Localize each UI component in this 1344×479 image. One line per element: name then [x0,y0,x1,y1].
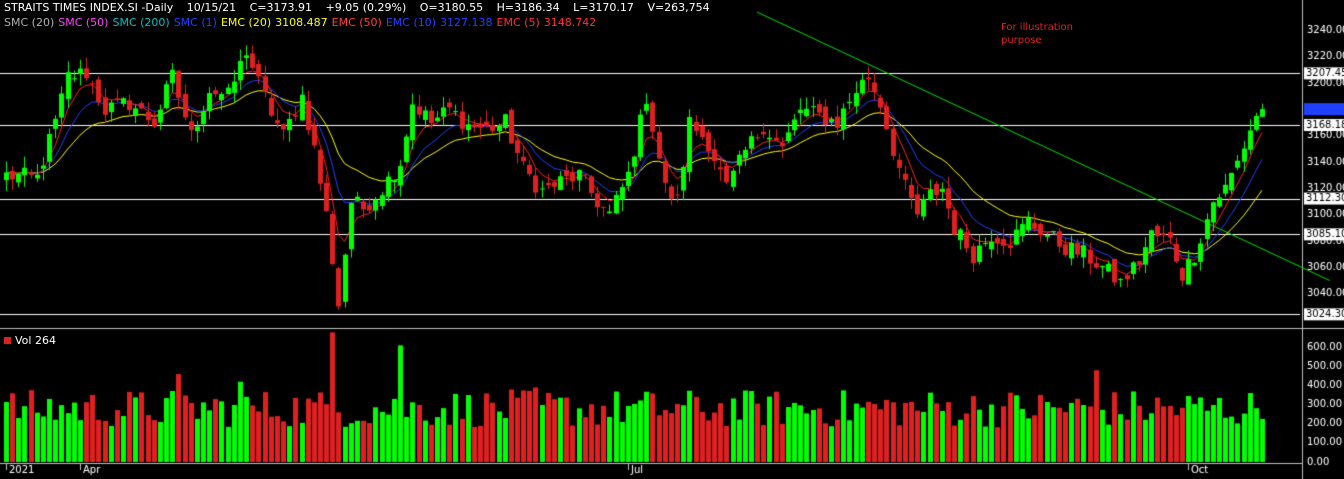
volume-current: 264 [34,334,56,347]
indicator-4: EMC (20) [220,16,272,29]
indicator-8: 3127.138 [440,16,493,29]
low-value: L=3170.17 [573,1,634,14]
indicator-7: EMC (10) [385,16,437,29]
close-value: C=3173.91 [249,1,312,14]
date-label: 10/15/21 [186,1,237,14]
indicator-5: 3108.487 [275,16,328,29]
indicator-6: EMC (50) [331,16,382,29]
indicator-0: SMC (20) [4,16,55,29]
volume-header: Vol 264 [4,334,56,347]
change-value: +9.05 (0.29%) [325,1,407,14]
high-value: H=3186.34 [496,1,560,14]
indicator-1: SMC (50) [58,16,109,29]
illustration-note: For illustration purpose [1001,22,1074,46]
indicator-3: SMC (1) [173,16,217,29]
indicator-legend: SMC (20) SMC (50) SMC (200) SMC (1) EMC (20)… [4,16,600,29]
volume-marker-icon [4,337,11,344]
indicator-9: EMC (5) [496,16,540,29]
volume-value: V=263,754 [647,1,710,14]
chart-header: STRAITS TIMES INDEX.SI -Daily 10/15/21 C… [4,1,720,14]
symbol-label: STRAITS TIMES INDEX.SI -Daily [4,1,174,14]
open-value: O=3180.55 [419,1,484,14]
volume-label: Vol [15,334,32,347]
indicator-2: SMC (200) [112,16,170,29]
indicator-10: 3148.742 [543,16,597,29]
